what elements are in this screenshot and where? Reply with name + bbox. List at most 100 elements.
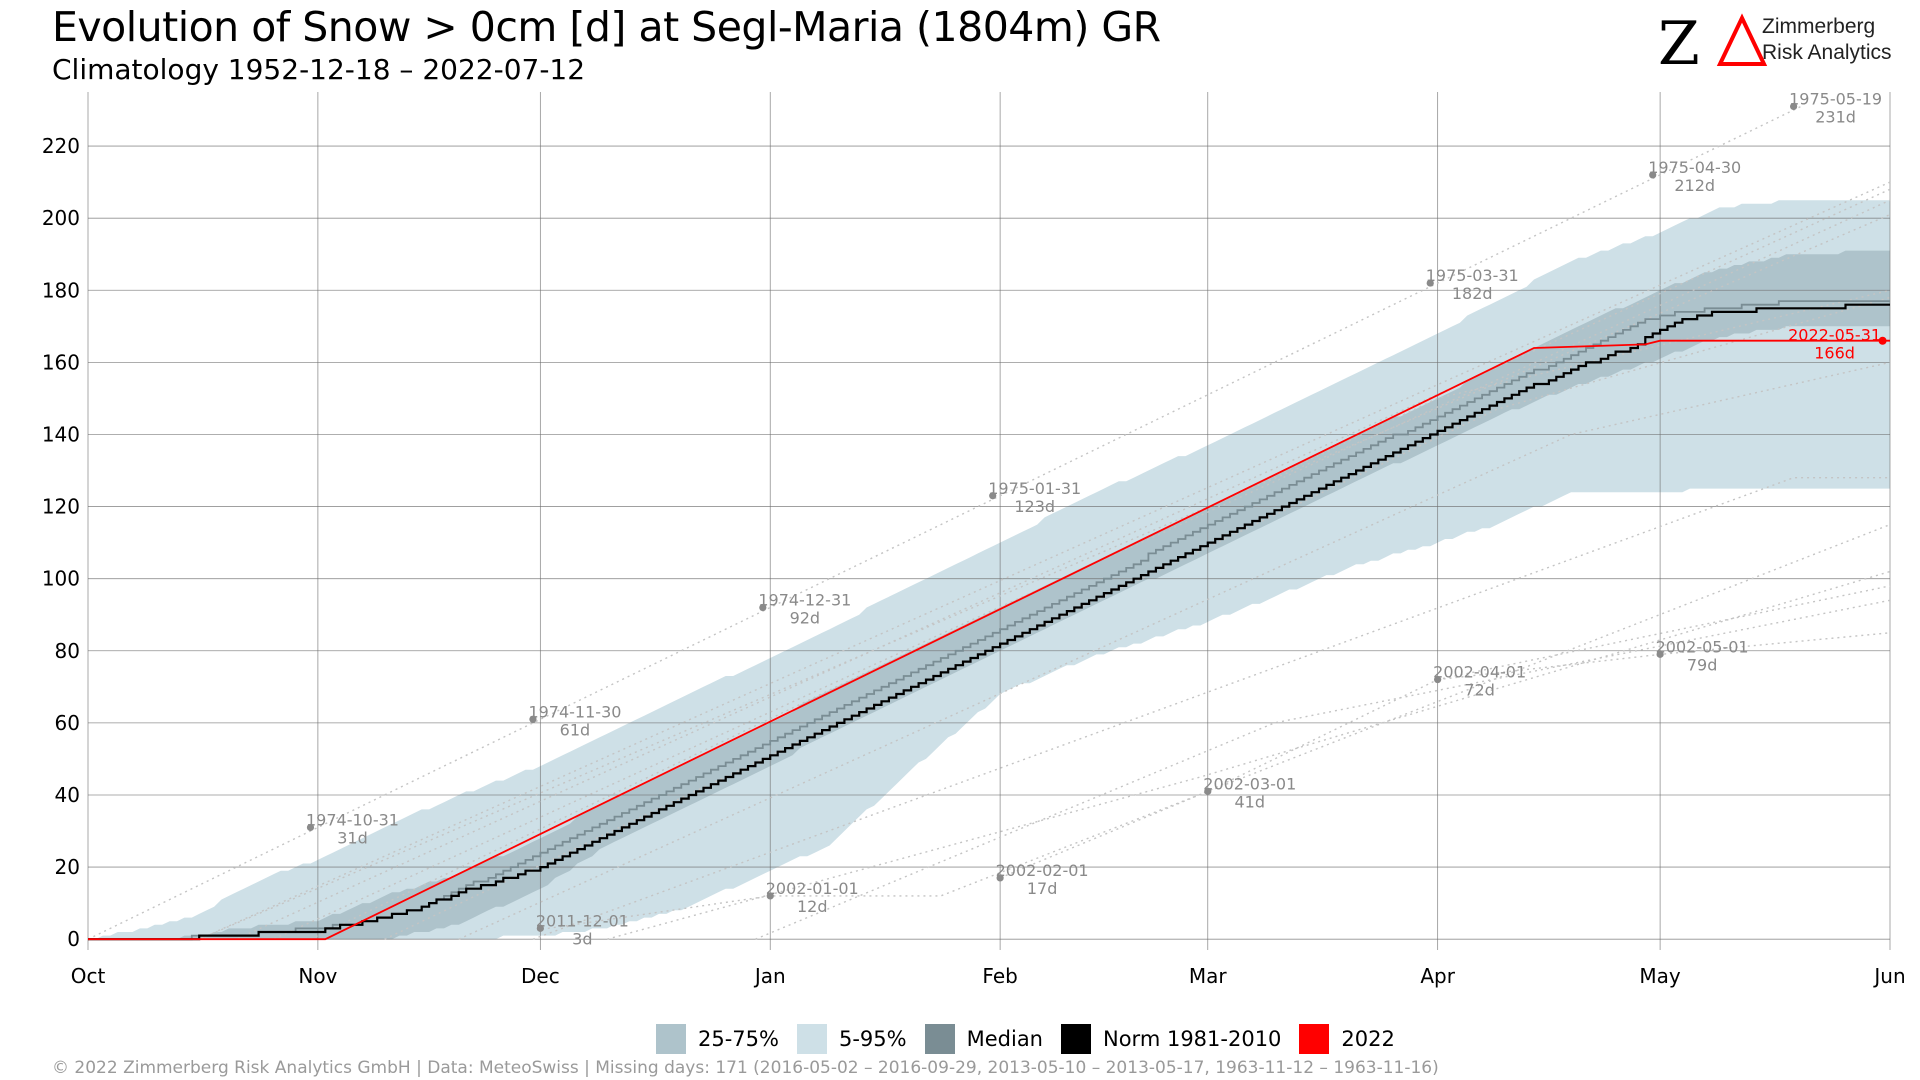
legend-swatch xyxy=(796,1024,827,1054)
annotation-point xyxy=(1789,102,1798,111)
legend-label: Median xyxy=(966,1027,1043,1051)
legend-item: Median xyxy=(924,1024,1043,1054)
annotation-point xyxy=(1649,171,1657,179)
y-tick-label: 160 xyxy=(42,350,80,374)
annotation-date: 2002-03-01 xyxy=(1203,774,1296,793)
annotation-date: 2011-12-01 xyxy=(536,911,629,930)
legend-label: Norm 1981-2010 xyxy=(1103,1027,1282,1051)
annotation-value: 31d xyxy=(337,828,368,847)
footer-credits: © 2022 Zimmerberg Risk Analytics GmbH | … xyxy=(52,1058,1439,1078)
annotation-value: 12d xyxy=(797,897,828,916)
y-tick-label: 60 xyxy=(55,711,80,735)
y-tick-label: 80 xyxy=(55,639,80,663)
logo-text: Zimmerberg Risk Analytics xyxy=(1762,14,1892,66)
annotation-date: 1975-01-31 xyxy=(988,479,1081,498)
y-tick-label: 200 xyxy=(42,206,80,230)
annotation-value: 123d xyxy=(1014,497,1055,516)
y-tick-label: 20 xyxy=(55,855,80,879)
chart-subtitle: Climatology 1952-12-18 – 2022-07-12 xyxy=(52,53,586,86)
legend-label: 25-75% xyxy=(698,1027,779,1051)
series-lines xyxy=(88,300,1890,941)
axis-labels: 0 20 40 60 80 100 120 140 160 180 200 220 Oct Nov Dec J… xyxy=(42,134,1906,988)
annotation-date: 1975-05-19 xyxy=(1789,89,1882,108)
annotation-point xyxy=(996,874,1004,882)
annotation-date: 2022-05-31 xyxy=(1788,326,1881,345)
annotation-value: 72d xyxy=(1464,681,1495,700)
logo-icon: Z xyxy=(1658,10,1768,72)
annotation-date: 1975-04-30 xyxy=(1648,158,1741,177)
x-tick-label: Apr xyxy=(1420,964,1455,988)
annotation-date: 2002-02-01 xyxy=(996,861,1089,880)
series-line xyxy=(88,300,1890,941)
legend-swatch xyxy=(924,1024,955,1054)
annotation-value: 231d xyxy=(1815,107,1856,126)
logo-line-2: Risk Analytics xyxy=(1762,41,1892,64)
background-trace xyxy=(198,213,1891,940)
x-tick-label: May xyxy=(1639,964,1681,988)
annotation-point xyxy=(1656,650,1664,658)
y-tick-label: 140 xyxy=(42,422,80,446)
y-tick-label: 100 xyxy=(42,567,80,591)
background-trace xyxy=(606,570,1891,940)
annotation-date: 1975-03-31 xyxy=(1426,266,1519,285)
legend-item: Norm 1981-2010 xyxy=(1061,1024,1281,1054)
band-25-75 xyxy=(88,250,1890,940)
y-tick-label: 220 xyxy=(42,134,80,158)
x-tick-label: Dec xyxy=(521,964,560,988)
annotation-value: 182d xyxy=(1452,284,1493,303)
annotation-value: 212d xyxy=(1674,176,1715,195)
annotation-value: 92d xyxy=(790,609,821,628)
annotation-point xyxy=(536,924,544,932)
grid-lines xyxy=(87,92,1891,950)
annotation-value: 166d xyxy=(1814,344,1855,363)
annotation-value: 41d xyxy=(1235,792,1266,811)
annotation-value: 79d xyxy=(1687,655,1718,674)
annotation-date: 2002-04-01 xyxy=(1433,663,1526,682)
legend-swatch xyxy=(1061,1024,1091,1054)
x-tick-label: Jan xyxy=(753,964,786,988)
annotation-point xyxy=(529,715,537,723)
y-tick-label: 40 xyxy=(55,783,80,807)
legend-swatch xyxy=(656,1024,686,1054)
series-line xyxy=(88,303,1890,941)
band-5-95 xyxy=(88,200,1890,940)
annotation-point xyxy=(989,492,997,500)
annotation-date: 2002-01-01 xyxy=(766,879,859,898)
y-tick-label: 120 xyxy=(42,495,80,519)
annotation-point xyxy=(1434,676,1442,684)
annotation-point xyxy=(1878,336,1887,345)
annotation-point xyxy=(1426,279,1434,287)
annotation-point xyxy=(759,603,767,612)
background-trace xyxy=(755,599,1891,940)
percentile-bands xyxy=(88,200,1890,940)
logo-line-1: Zimmerberg xyxy=(1762,15,1876,38)
legend-label: 5-95% xyxy=(838,1027,907,1051)
annotation-date: 2002-05-01 xyxy=(1656,637,1749,656)
legend-item: 2022 xyxy=(1299,1024,1395,1054)
y-tick-label: 0 xyxy=(67,927,80,951)
annotation-date: 1974-10-31 xyxy=(306,810,399,829)
annotation-value: 3d xyxy=(572,929,592,948)
legend-item: 25-75% xyxy=(656,1024,779,1054)
annotation-date: 1974-12-31 xyxy=(758,591,851,610)
x-tick-label: Oct xyxy=(71,964,106,988)
x-tick-label: Feb xyxy=(982,964,1017,988)
chart-title: Evolution of Snow > 0cm [d] at Segl-Mari… xyxy=(52,3,1161,51)
x-tick-label: Nov xyxy=(298,964,337,988)
annotation-value: 61d xyxy=(560,720,591,739)
x-tick-label: Jun xyxy=(1872,964,1905,988)
series-line xyxy=(88,339,1890,941)
legend-swatch xyxy=(1299,1024,1330,1054)
x-tick-label: Mar xyxy=(1189,964,1228,988)
background-trace xyxy=(310,289,1891,940)
legend-item: 5-95% xyxy=(796,1024,907,1054)
annotation-value: 17d xyxy=(1027,879,1058,898)
annotation-point xyxy=(1204,787,1212,795)
svg-text:Z: Z xyxy=(1658,10,1700,72)
annotation-date: 1974-11-30 xyxy=(528,702,621,721)
legend: 25-75% 5-95% Median Norm 1981-2010 2022 xyxy=(656,1024,1413,1054)
legend-label: 2022 xyxy=(1341,1027,1395,1051)
annotation-point xyxy=(306,823,315,832)
